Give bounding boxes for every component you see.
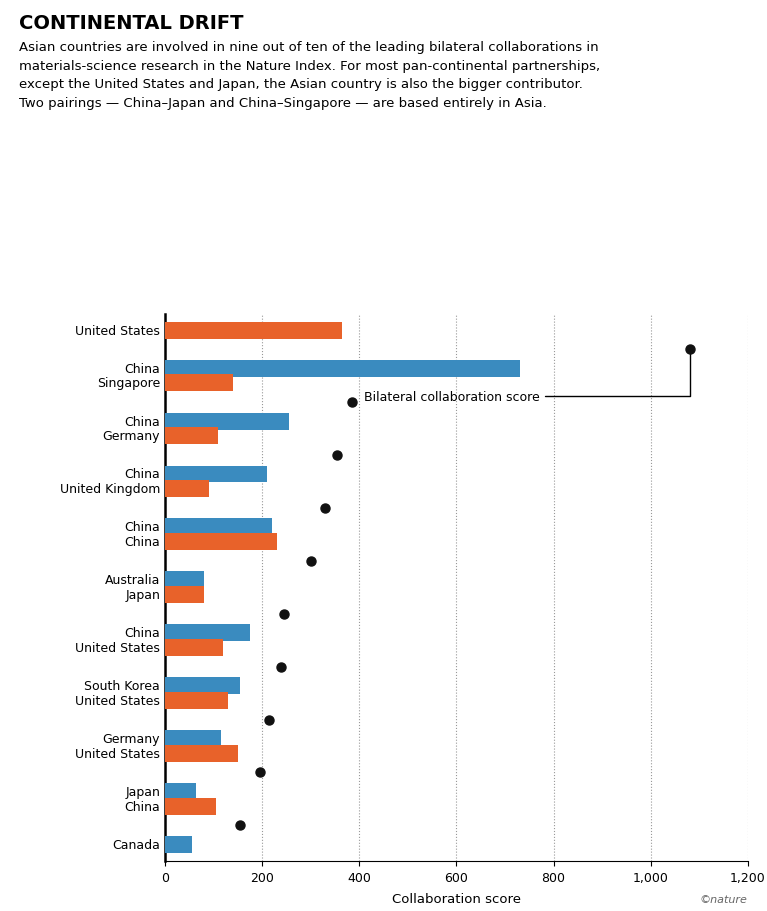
Bar [165, 745, 238, 762]
Text: United States: United States [75, 747, 160, 760]
Bar [165, 481, 209, 497]
Bar [165, 836, 192, 853]
Text: Germany: Germany [103, 732, 160, 745]
Text: China: China [124, 363, 160, 375]
Text: Germany: Germany [103, 430, 160, 443]
Text: China: China [124, 536, 160, 548]
Bar [165, 466, 267, 483]
Text: ©nature: ©nature [700, 894, 748, 904]
Bar [165, 375, 233, 392]
Bar [165, 587, 204, 603]
Bar [165, 322, 342, 339]
Text: Bilateral collaboration score: Bilateral collaboration score [364, 353, 690, 404]
Text: China: China [124, 415, 160, 428]
Text: Australia: Australia [104, 574, 160, 587]
Bar [165, 534, 277, 550]
Bar [165, 625, 250, 641]
Text: China: China [124, 800, 160, 813]
Bar [165, 519, 272, 536]
Text: United States: United States [75, 641, 160, 654]
Text: Japan: Japan [125, 589, 160, 601]
Text: United Kingdom: United Kingdom [60, 483, 160, 496]
Bar [165, 731, 221, 747]
Text: United States: United States [75, 324, 160, 337]
Bar [165, 360, 519, 377]
Text: Asian countries are involved in nine out of ten of the leading bilateral collabo: Asian countries are involved in nine out… [19, 41, 601, 109]
Bar [165, 414, 288, 430]
Text: Singapore: Singapore [97, 377, 160, 390]
Text: Japan: Japan [125, 785, 160, 798]
Bar [165, 428, 219, 445]
Bar [165, 572, 204, 589]
Bar [165, 798, 216, 815]
Text: China: China [124, 627, 160, 640]
X-axis label: Collaboration score: Collaboration score [392, 892, 521, 905]
Text: Canada: Canada [112, 838, 160, 851]
Text: South Korea: South Korea [84, 680, 160, 692]
Bar [165, 640, 223, 656]
Text: United States: United States [75, 694, 160, 707]
Text: China: China [124, 521, 160, 534]
Bar [165, 783, 196, 800]
Bar [165, 692, 228, 709]
Text: China: China [124, 468, 160, 481]
Bar [165, 678, 240, 694]
Text: CONTINENTAL DRIFT: CONTINENTAL DRIFT [19, 14, 244, 33]
